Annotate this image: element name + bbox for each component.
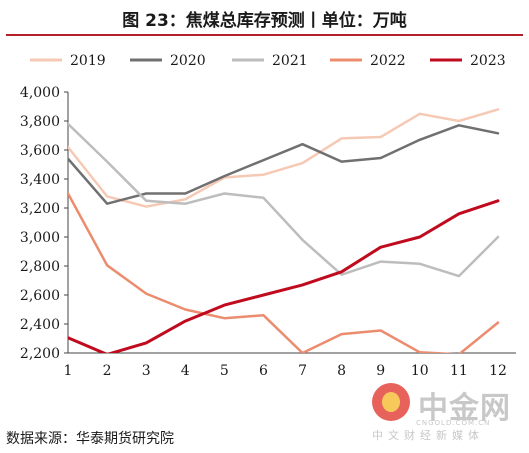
watermark-subtitle: 中文财经新媒体 — [372, 429, 484, 442]
line-chart: 2,200 2,400 2,600 2,800 3,000 3,200 3,400 3,600… — [20, 53, 516, 379]
x-tick-label: 12 — [489, 363, 507, 379]
x-tick-label: 1 — [64, 363, 73, 379]
chart-legend: 2019 2020 2021 2022 2023 — [30, 53, 506, 69]
x-tick-label: 8 — [337, 363, 346, 379]
x-tick-label: 5 — [220, 363, 229, 379]
watermark-logo-icon — [372, 383, 410, 421]
y-tick-label: 2,200 — [20, 346, 60, 362]
series-line-2021 — [68, 122, 500, 278]
legend-label-2019: 2019 — [70, 53, 106, 69]
x-tick-label: 11 — [450, 363, 468, 379]
title-divider — [6, 34, 523, 36]
series-line-2023 — [68, 199, 500, 353]
y-tick-label: 3,800 — [20, 114, 60, 130]
legend-label-2023: 2023 — [470, 53, 506, 69]
legend-label-2022: 2022 — [370, 53, 406, 69]
watermark-name: 中金网 — [418, 391, 511, 426]
y-tick-label: 4,000 — [20, 85, 60, 101]
y-tick-label: 2,800 — [20, 259, 60, 275]
series-line-2022 — [68, 192, 500, 353]
x-tick-label: 6 — [259, 363, 268, 379]
y-tick-label: 2,600 — [20, 288, 60, 304]
legend-label-2020: 2020 — [170, 53, 206, 69]
chart-title: 图 23：焦煤总库存预测丨单位：万吨 — [122, 11, 407, 31]
y-tick-label: 3,200 — [20, 201, 60, 217]
x-tick-label: 3 — [142, 363, 151, 379]
chart-series — [68, 108, 500, 353]
series-line-2019 — [68, 108, 500, 208]
chart-axes: 2,200 2,400 2,600 2,800 3,000 3,200 3,400 3,600… — [20, 85, 516, 379]
series-line-2020 — [68, 124, 500, 205]
watermark-url: CNGOLD.COM.CN — [416, 419, 491, 427]
watermark: 中金网 CNGOLD.COM.CN 中文财经新媒体 — [372, 383, 522, 443]
source-note: 数据来源：华泰期货研究院 — [6, 431, 174, 447]
x-tick-label: 2 — [103, 363, 112, 379]
y-tick-label: 2,400 — [20, 317, 60, 333]
x-tick-label: 7 — [298, 363, 307, 379]
legend-label-2021: 2021 — [272, 53, 308, 69]
x-tick-label: 10 — [411, 363, 429, 379]
x-tick-label: 9 — [376, 363, 385, 379]
y-tick-label: 3,600 — [20, 143, 60, 159]
y-tick-label: 3,000 — [20, 230, 60, 246]
y-tick-label: 3,400 — [20, 172, 60, 188]
x-tick-label: 4 — [181, 363, 190, 379]
